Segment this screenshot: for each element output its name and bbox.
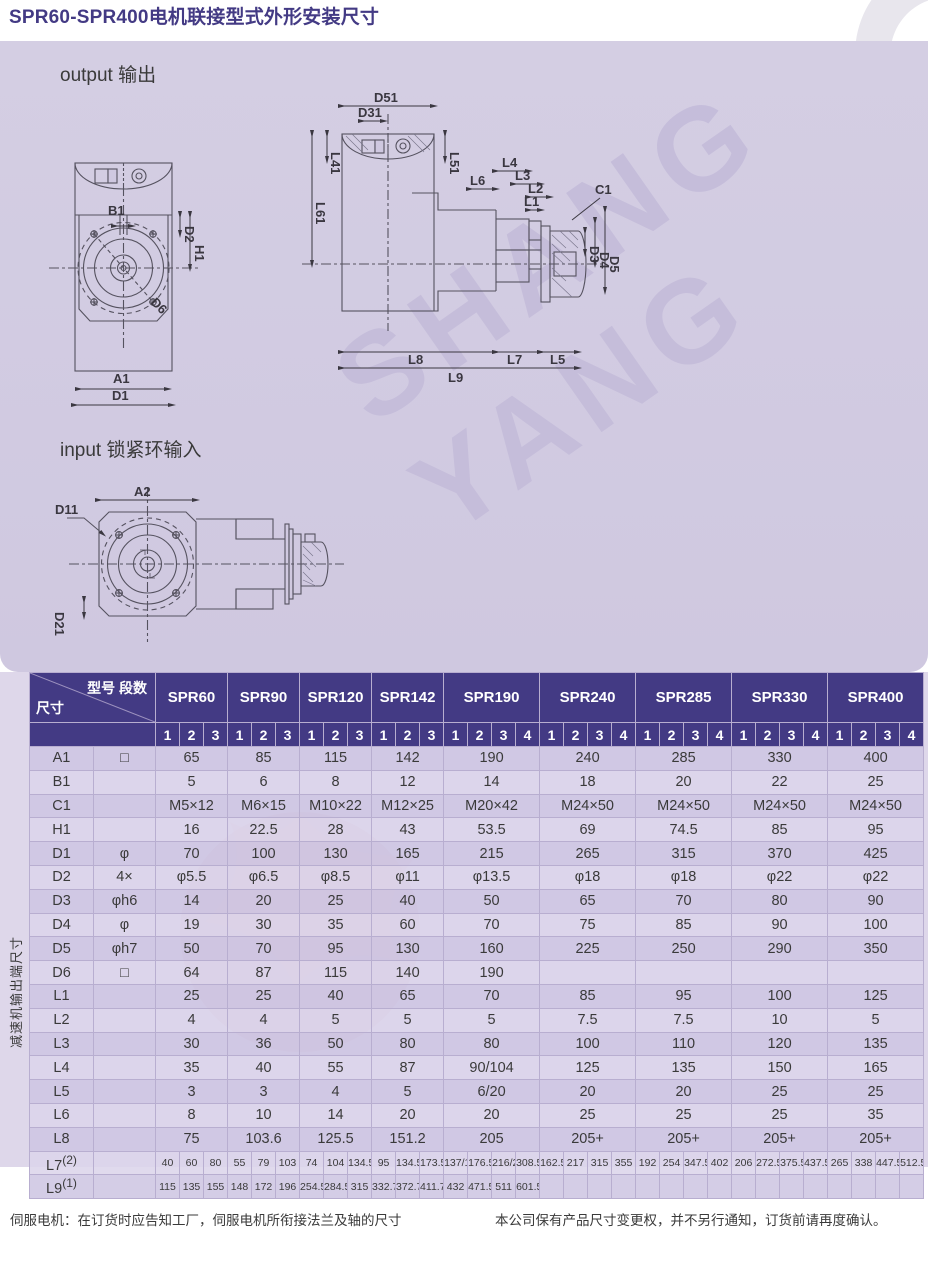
svg-text:L6: L6 [470, 173, 485, 188]
svg-text:L9: L9 [448, 370, 463, 385]
svg-text:D1: D1 [112, 388, 129, 403]
svg-text:L41: L41 [328, 152, 343, 174]
svg-text:H1: H1 [192, 245, 207, 262]
svg-text:D21: D21 [52, 612, 67, 636]
svg-text:L7: L7 [507, 352, 522, 367]
svg-text:A1: A1 [113, 371, 130, 386]
svg-text:L1: L1 [524, 194, 539, 209]
svg-text:D2: D2 [182, 226, 197, 243]
svg-text:input 锁紧环输入: input 锁紧环输入 [60, 439, 201, 461]
svg-text:D11: D11 [55, 502, 78, 517]
svg-text:L61: L61 [313, 202, 328, 224]
svg-text:D5: D5 [607, 256, 622, 273]
svg-text:L5: L5 [550, 352, 565, 367]
svg-text:C1: C1 [595, 182, 612, 197]
svg-text:A2: A2 [134, 484, 151, 499]
svg-text:D51: D51 [374, 90, 398, 105]
svg-text:L51: L51 [447, 152, 462, 174]
svg-text:D31: D31 [358, 105, 382, 120]
svg-text:D6: D6 [148, 295, 170, 317]
svg-text:B1: B1 [108, 203, 125, 218]
svg-text:output 输出: output 输出 [60, 64, 156, 86]
svg-text:L8: L8 [408, 352, 423, 367]
